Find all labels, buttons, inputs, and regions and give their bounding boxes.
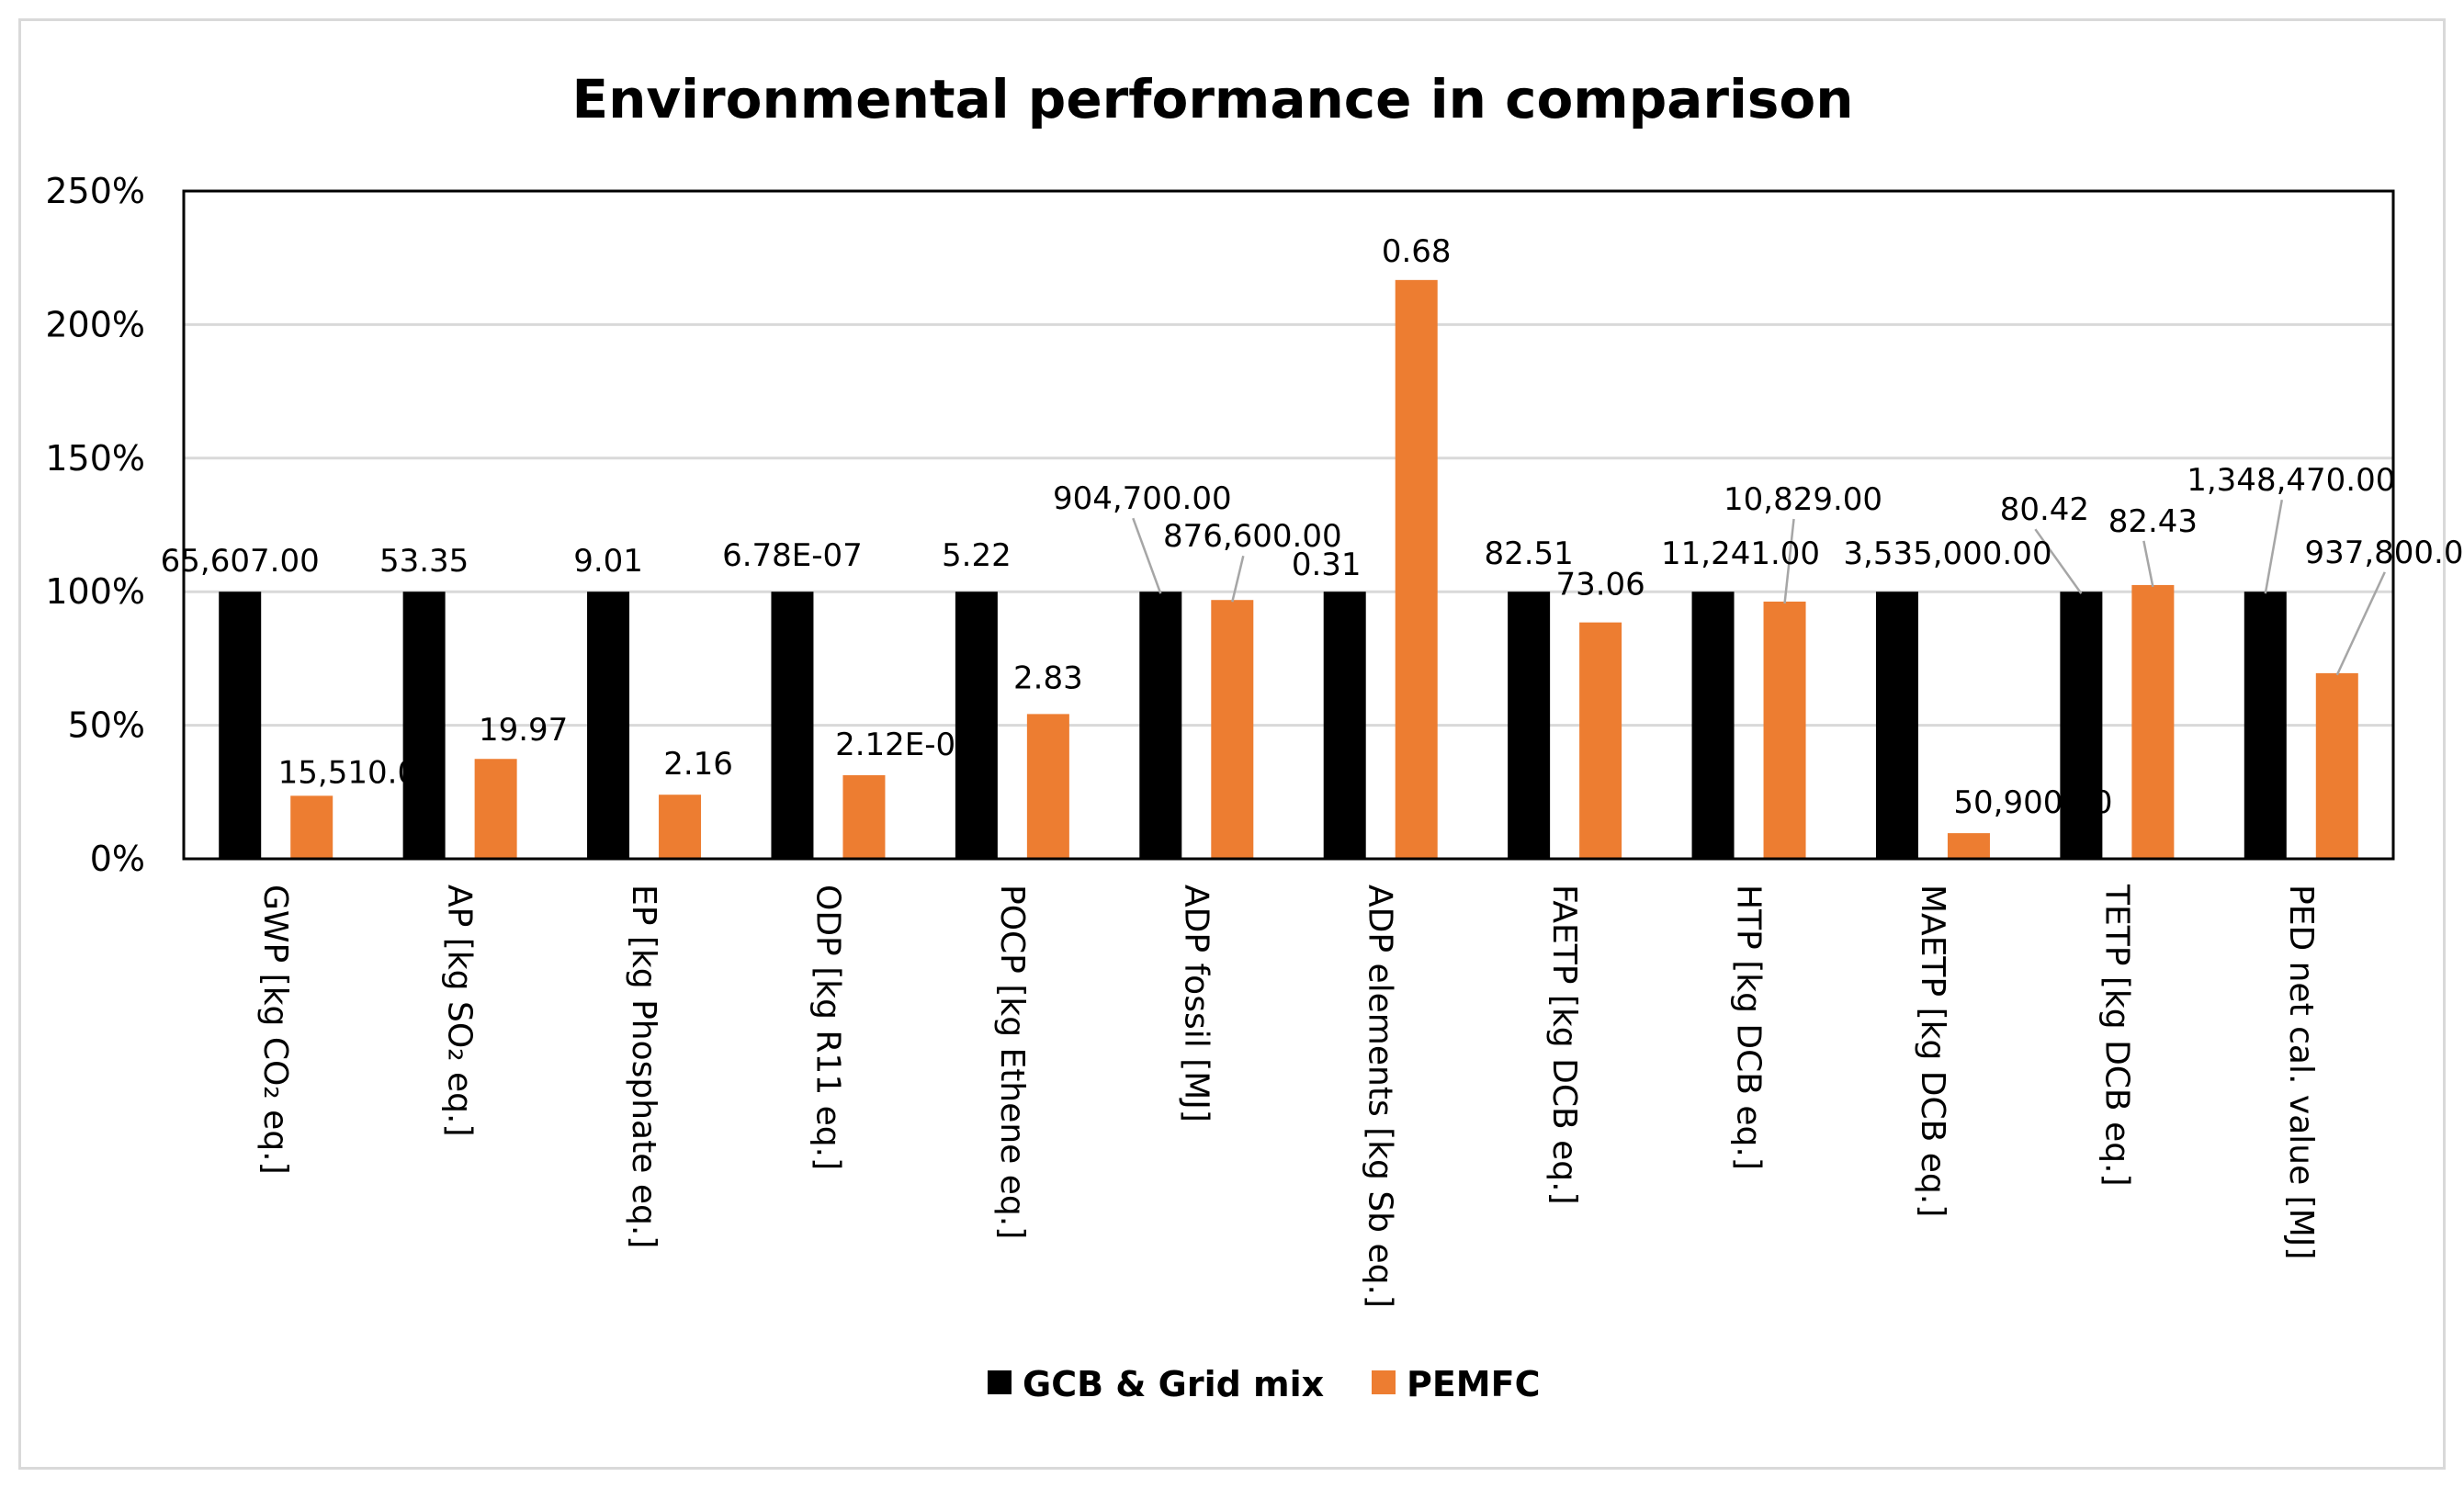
bar-pemfc — [1947, 833, 1990, 859]
x-tick-label: AP [kg SO₂ eq.] — [441, 885, 479, 1137]
leader-line — [1132, 517, 1162, 594]
x-tick-label: ADP elements [kg Sb eq.] — [1362, 885, 1399, 1308]
bar-gcb-grid-mix — [2244, 592, 2287, 859]
data-label-pemfc: 876,600.00 — [1163, 518, 1342, 555]
y-axis: 0% 50% 100% 150% 200% 250% — [45, 171, 145, 879]
x-axis: GWP [kg CO₂ eq.] AP [kg SO₂ eq.] EP [kg Ph… — [256, 884, 2320, 1308]
bar-gcb-grid-mix — [219, 592, 262, 859]
bar-gcb-grid-mix — [587, 592, 630, 859]
bar-pemfc — [2131, 584, 2175, 859]
x-tick-label: GWP [kg CO₂ eq.] — [256, 885, 294, 1175]
bar-pemfc — [1211, 600, 1254, 859]
legend-swatch — [988, 1370, 1012, 1394]
bar-pemfc — [1026, 714, 1069, 859]
plot-area-border — [182, 189, 2395, 861]
bar-gcb-grid-mix — [1508, 592, 1551, 859]
data-label-gcb-grid-mix: 1,348,470.00 — [2187, 462, 2395, 499]
leader-line — [2142, 540, 2154, 588]
leader-line — [1231, 555, 1245, 603]
x-tick-label: POCP [kg Ethene eq.] — [993, 885, 1031, 1239]
data-label-gcb-grid-mix: 53.35 — [379, 543, 469, 580]
bar-pemfc — [659, 795, 702, 859]
data-label-gcb-grid-mix: 82.51 — [1484, 535, 1573, 572]
y-tick-label: 50% — [68, 705, 145, 746]
x-category-label: FAETP [kg DCB eq.] — [1545, 885, 1583, 1205]
bar-gcb-grid-mix — [771, 592, 814, 859]
data-label-pemfc: 2.12E-07 — [835, 727, 976, 763]
x-category-label: TETP [kg DCB eq.] — [2097, 884, 2135, 1187]
x-tick-label: PED net cal. value [MJ] — [2282, 885, 2320, 1259]
bar-pemfc — [1579, 622, 1622, 859]
gridlines — [184, 322, 2393, 727]
y-tick-label: 100% — [45, 571, 145, 612]
x-category-label: EP [kg Phosphate eq.] — [625, 885, 662, 1248]
x-tick-label: FAETP [kg DCB eq.] — [1545, 885, 1583, 1205]
x-tick-label: ADP fossil [MJ] — [1177, 885, 1215, 1122]
leader-line — [2264, 499, 2284, 594]
data-label-pemfc: 19.97 — [479, 712, 568, 749]
data-label-pemfc: 82.43 — [2108, 503, 2198, 540]
x-category-label: HTP [kg DCB eq.] — [1730, 885, 1768, 1170]
data-label-pemfc: 15,510.00 — [278, 754, 437, 791]
x-tick-label: MAETP [kg DCB eq.] — [1914, 885, 1951, 1217]
bar-gcb-grid-mix — [1875, 592, 1918, 859]
x-tick-label: TETP [kg DCB eq.] — [2097, 884, 2135, 1187]
leader-line — [2335, 571, 2386, 676]
data-label-gcb-grid-mix: 11,241.00 — [1661, 535, 1820, 572]
data-label-gcb-grid-mix: 6.78E-07 — [722, 537, 863, 574]
x-category-label: GWP [kg CO₂ eq.] — [256, 885, 294, 1175]
bar-gcb-grid-mix — [1139, 592, 1182, 859]
x-tick-label: EP [kg Phosphate eq.] — [625, 885, 662, 1248]
x-category-label: MAETP [kg DCB eq.] — [1914, 885, 1951, 1217]
data-label-gcb-grid-mix: 80.42 — [2000, 491, 2089, 528]
bar-gcb-grid-mix — [1691, 592, 1735, 859]
x-category-label: POCP [kg Ethene eq.] — [993, 885, 1031, 1239]
x-category-label: ADP fossil [MJ] — [1177, 885, 1215, 1122]
bars — [219, 279, 2358, 859]
leader-lines — [1132, 499, 2386, 676]
legend: GCB & Grid mix PEMFC — [988, 1364, 1540, 1404]
y-tick-label: 0% — [90, 839, 145, 879]
data-label-pemfc: 2.83 — [1013, 659, 1083, 696]
leader-line — [2034, 528, 2083, 594]
x-tick-label: HTP [kg DCB eq.] — [1730, 885, 1768, 1170]
data-label-pemfc: 73.06 — [1555, 567, 1645, 603]
data-label-pemfc: 0.68 — [1382, 233, 1452, 270]
data-labels: 65,607.00 15,510.00 53.35 19.97 9.01 2.16 6.78… — [161, 233, 2464, 821]
bar-gcb-grid-mix — [1323, 592, 1366, 859]
x-category-label: ADP elements [kg Sb eq.] — [1362, 885, 1399, 1308]
bar-pemfc — [2315, 672, 2358, 859]
bar-pemfc — [474, 759, 517, 859]
data-label-pemfc: 937,800.00 — [2304, 535, 2464, 571]
data-label-gcb-grid-mix: 3,535,000.00 — [1843, 535, 2051, 572]
bar-pemfc — [290, 795, 333, 859]
data-label-gcb-grid-mix: 5.22 — [942, 537, 1012, 574]
legend-label: PEMFC — [1407, 1364, 1540, 1404]
bar-gcb-grid-mix — [402, 592, 446, 859]
bar-gcb-grid-mix — [955, 592, 998, 859]
y-tick-label: 200% — [45, 304, 145, 344]
data-label-gcb-grid-mix: 904,700.00 — [1053, 480, 1232, 517]
x-tick-label: ODP [kg R11 eq.] — [808, 885, 846, 1170]
x-category-label: PED net cal. value [MJ] — [2282, 885, 2320, 1259]
bar-pemfc — [842, 774, 886, 859]
chart-title: Environmental performance in comparison — [571, 68, 1853, 130]
data-label-gcb-grid-mix: 0.31 — [1292, 547, 1362, 583]
x-category-label: AP [kg SO₂ eq.] — [441, 885, 479, 1137]
data-label-pemfc: 10,829.00 — [1724, 481, 1882, 518]
bar-pemfc — [1395, 279, 1438, 859]
data-label-gcb-grid-mix: 9.01 — [573, 543, 643, 580]
data-label-pemfc: 2.16 — [663, 746, 733, 783]
bar-gcb-grid-mix — [2060, 592, 2103, 859]
legend-label: GCB & Grid mix — [1023, 1364, 1324, 1404]
data-label-gcb-grid-mix: 65,607.00 — [161, 543, 320, 580]
bar-pemfc — [1763, 601, 1806, 859]
y-tick-label: 250% — [45, 171, 145, 211]
leader-line — [1783, 518, 1795, 604]
legend-swatch — [1372, 1370, 1396, 1394]
data-label-pemfc: 50,900.00 — [1953, 784, 2112, 821]
x-category-label: ODP [kg R11 eq.] — [808, 885, 846, 1170]
y-tick-label: 150% — [45, 438, 145, 479]
